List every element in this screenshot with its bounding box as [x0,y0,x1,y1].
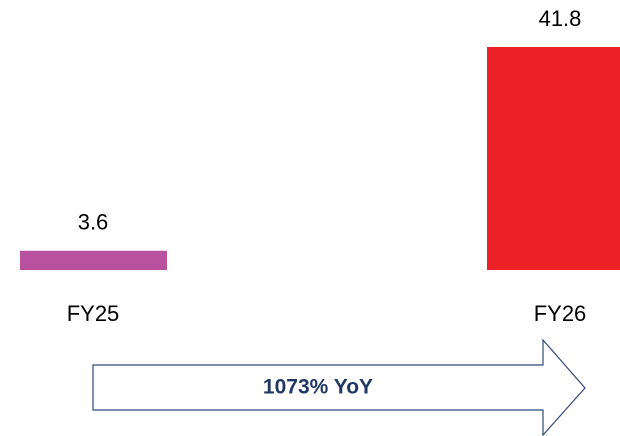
bar [487,47,620,270]
category-label: FY26 [534,301,587,326]
bar [20,250,167,270]
value-label: 3.6 [78,210,109,235]
category-label: FY25 [67,301,120,326]
growth-arrow [92,338,586,436]
annotation: 1073% YoY [263,376,373,399]
value-label: 41.8 [539,6,582,31]
